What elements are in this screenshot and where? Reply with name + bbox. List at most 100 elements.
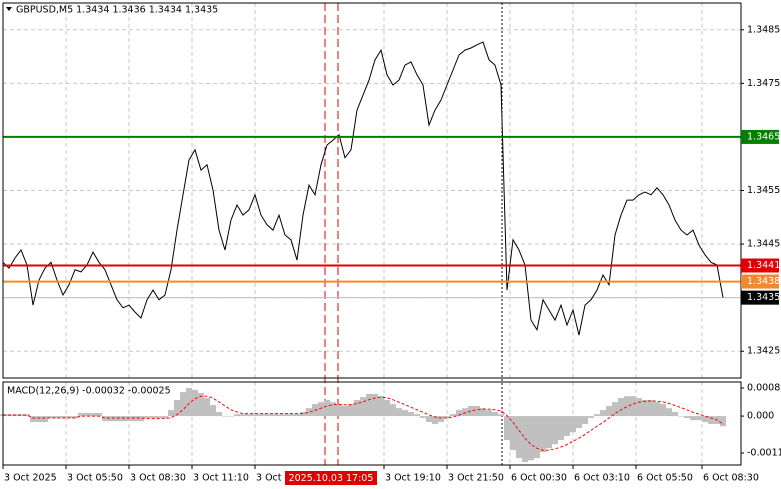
price-line	[2, 41, 724, 336]
histogram-bar	[588, 416, 594, 418]
histogram-bar	[498, 414, 504, 417]
crosshair-label-box	[285, 471, 377, 485]
histogram-bar	[546, 416, 552, 449]
histogram-bar	[654, 402, 660, 417]
histogram-bar	[318, 402, 324, 417]
histogram-bar	[150, 416, 156, 418]
histogram-bar	[216, 411, 222, 417]
histogram-bar	[72, 416, 78, 418]
histogram-bar	[582, 416, 588, 424]
histogram-bar	[108, 416, 114, 422]
histogram-bar	[420, 416, 426, 418]
histogram-bar	[162, 416, 168, 418]
histogram-bar	[168, 410, 174, 417]
y-tick-label: 1.3485	[747, 24, 780, 35]
histogram-bar	[300, 411, 306, 417]
level-label: 1.3465	[747, 131, 780, 142]
histogram-bar	[120, 416, 126, 422]
histogram-bar	[636, 398, 642, 417]
histogram-bar	[552, 416, 558, 445]
histogram-bar	[618, 398, 624, 417]
histogram-bar	[174, 399, 180, 417]
histogram-bar	[492, 411, 498, 417]
x-tick-label: 3 Oct	[256, 473, 282, 484]
histogram-bar	[504, 416, 510, 441]
x-tick-label: 3 Oct 21:50	[448, 473, 504, 484]
signal-line	[3, 395, 724, 451]
histogram-bar	[612, 402, 618, 417]
histogram-bar	[192, 389, 198, 417]
histogram-bar	[30, 416, 36, 423]
histogram-bar	[672, 411, 678, 417]
histogram-bar	[384, 399, 390, 417]
crosshair-label: 2025.10.03 17:05	[289, 473, 374, 484]
histogram-bar	[372, 393, 378, 417]
histogram-bar	[42, 416, 48, 423]
histogram-bar	[354, 399, 360, 417]
histogram-bar	[324, 399, 330, 417]
histogram-bar	[96, 412, 102, 417]
histogram-bar	[222, 416, 228, 417]
histogram-bar	[102, 416, 108, 422]
histogram-bar	[426, 416, 432, 423]
histogram-bar	[390, 404, 396, 417]
histogram-bar	[348, 404, 354, 417]
histogram-bar	[444, 416, 450, 418]
histogram-bar	[396, 408, 402, 417]
histogram-bar	[114, 416, 120, 422]
histogram-bar	[186, 387, 192, 417]
histogram-bar	[522, 416, 528, 463]
level-label: 1.3441	[747, 260, 780, 271]
histogram-bar	[60, 416, 66, 418]
histogram-bar	[126, 416, 132, 422]
histogram-bar	[516, 416, 522, 459]
histogram-bar	[576, 416, 582, 429]
histogram-bar	[282, 414, 288, 417]
histogram-bar	[234, 414, 240, 417]
histogram-bar	[204, 398, 210, 417]
histogram-bar	[564, 416, 570, 436]
histogram-bar	[54, 416, 60, 418]
last-price-label: 1.3435	[747, 292, 780, 303]
y-tick-label: 1.3455	[747, 185, 780, 196]
histogram-bar	[480, 408, 486, 417]
histogram-bar	[432, 416, 438, 424]
y-tick-label: 1.3425	[747, 346, 780, 357]
histogram-bar	[132, 416, 138, 422]
x-tick-label: 3 Oct 08:30	[130, 473, 186, 484]
histogram-bar	[660, 404, 666, 417]
histogram-bar	[156, 416, 162, 418]
histogram-bar	[336, 404, 342, 417]
histogram-bar	[228, 416, 234, 417]
histogram-bar	[558, 416, 564, 441]
histogram-bar	[468, 405, 474, 417]
histogram-bar	[708, 416, 714, 424]
histogram-bar	[684, 416, 690, 418]
histogram-bar	[294, 414, 300, 417]
macd-frame	[2, 381, 742, 466]
histogram-bar	[594, 414, 600, 417]
x-tick-label: 6 Oct 05:50	[637, 473, 693, 484]
histogram-bar	[180, 392, 186, 417]
x-tick-label: 6 Oct 03:10	[574, 473, 630, 484]
histogram-bar	[210, 405, 216, 417]
histogram-bar	[84, 412, 90, 417]
histogram-bar	[528, 416, 534, 461]
x-tick-label: 6 Oct 00:30	[511, 473, 567, 484]
histogram-bar	[570, 416, 576, 433]
histogram-bar	[534, 416, 540, 459]
histogram-bar	[510, 416, 516, 451]
price-frame	[2, 2, 742, 379]
histogram-bar	[24, 414, 30, 417]
level-label-box	[741, 129, 779, 144]
histogram-bar	[90, 412, 96, 417]
histogram-bar	[486, 410, 492, 417]
x-tick-label: 3 Oct 11:10	[193, 473, 249, 484]
histogram-bar	[198, 393, 204, 417]
histogram-bar	[606, 405, 612, 417]
histogram-bar	[648, 399, 654, 417]
y-tick-label: 0.000	[747, 411, 774, 422]
histogram-bar	[366, 393, 372, 417]
histogram-bar	[306, 408, 312, 417]
y-tick-label: 0.00089	[747, 382, 781, 393]
